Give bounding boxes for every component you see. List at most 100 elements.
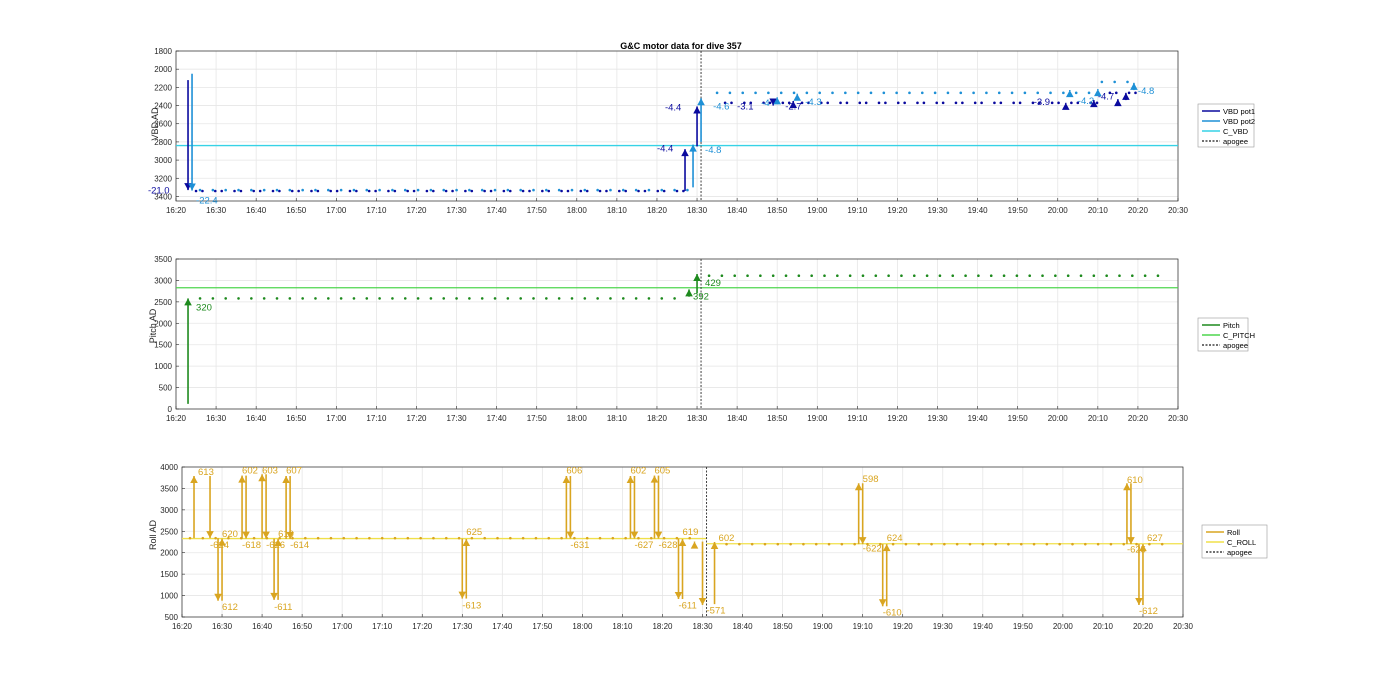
series-vbd-pot1-point <box>233 189 236 193</box>
series-vbd-pot1-point <box>310 189 313 193</box>
move-arrow-head <box>854 483 863 491</box>
move-label: 625 <box>466 527 482 538</box>
series-vbd-pot2-point <box>570 188 574 192</box>
move-label: -610 <box>883 607 902 618</box>
series-roll-point <box>994 542 997 546</box>
series-roll-point <box>943 542 946 546</box>
pitch-y-axis-label: Pitch AD <box>148 308 158 343</box>
series-pitch-point <box>733 274 737 278</box>
x-tick-label: 17:50 <box>532 622 553 631</box>
series-vbd-pot2-point <box>506 188 510 192</box>
series-vbd-pot2-point <box>519 188 522 192</box>
move-label: 598 <box>863 474 879 485</box>
series-roll-point <box>1019 542 1023 546</box>
y-tick-label: 3000 <box>160 506 178 515</box>
move-arrow-head <box>458 591 467 599</box>
series-vbd-pot2-point <box>754 91 757 95</box>
x-tick-label: 19:40 <box>968 414 989 423</box>
series-pitch-point <box>442 297 446 300</box>
series-vbd-pot1-point <box>1018 101 1022 105</box>
move-arrow-head <box>1139 544 1147 552</box>
series-roll-point <box>955 542 959 546</box>
series-roll-point <box>201 536 205 540</box>
series-roll-point <box>316 536 320 540</box>
series-vbd-pot1-point <box>483 189 486 193</box>
move-arrow-head <box>1123 483 1131 491</box>
move-arrow-head <box>1094 89 1102 97</box>
series-vbd-pot1-point <box>916 101 919 105</box>
series-roll-point <box>342 536 346 540</box>
series-pitch-point <box>314 297 317 300</box>
x-tick-label: 20:20 <box>1133 622 1154 631</box>
series-vbd-pot1-point <box>464 189 467 193</box>
series-vbd-pot1-point <box>682 189 685 193</box>
x-tick-label: 18:20 <box>647 414 668 423</box>
series-roll-point <box>853 542 856 546</box>
move-label: 613 <box>198 467 214 478</box>
series-pitch-point <box>288 297 292 300</box>
series-vbd-pot1-point <box>521 189 525 193</box>
series-vbd-pot2-point <box>1126 80 1129 84</box>
series-vbd-pot1-point <box>367 189 371 193</box>
move-arrow-head <box>689 144 697 152</box>
series-pitch-point <box>532 297 535 300</box>
x-tick-label: 20:10 <box>1088 414 1109 423</box>
move-arrow-head <box>1130 82 1138 90</box>
x-tick-label: 17:50 <box>527 206 548 215</box>
series-vbd-pot2-point <box>391 188 394 192</box>
series-vbd-pot1-point <box>1057 101 1060 105</box>
y-tick-label: 2000 <box>160 549 178 558</box>
move-arrow-head <box>184 298 192 306</box>
series-vbd-pot1-point <box>675 189 679 193</box>
chart-title: G&C motor data for dive 357 <box>620 41 742 51</box>
series-pitch-point <box>771 274 775 278</box>
x-tick-label: 20:10 <box>1088 206 1109 215</box>
series-pitch-point <box>545 297 548 300</box>
series-vbd-pot2-point <box>818 91 821 95</box>
series-roll-point <box>1109 542 1113 546</box>
move-label: -611 <box>274 602 292 613</box>
move-arrow-head <box>630 531 639 539</box>
series-vbd-pot1-point <box>387 189 390 193</box>
x-tick-label: 20:00 <box>1053 622 1074 631</box>
series-vbd-pot2-point <box>946 91 950 95</box>
x-tick-label: 18:40 <box>727 206 748 215</box>
x-tick-label: 17:20 <box>412 622 433 631</box>
series-pitch-point <box>621 297 625 300</box>
series-vbd-pot1-point <box>374 189 377 193</box>
move-arrow-head <box>789 101 798 108</box>
series-pitch-point <box>211 297 215 300</box>
x-tick-label: 19:40 <box>968 206 989 215</box>
series-vbd-pot1-point <box>1070 101 1073 105</box>
panel-1: 16:20 16:30 16:40 16:50 17:00 17:10 17:20 17:30… <box>148 47 1255 215</box>
series-pitch-point <box>301 297 304 300</box>
series-pitch-point <box>365 297 369 300</box>
series-pitch-point <box>327 297 330 300</box>
series-pitch-point <box>352 297 356 300</box>
series-vbd-pot2-point <box>416 188 420 192</box>
series-vbd-pot1-point <box>297 189 300 193</box>
x-tick-label: 16:20 <box>166 206 187 215</box>
move-label: 619 <box>683 527 699 538</box>
x-tick-label: 17:10 <box>366 414 387 423</box>
series-vbd-pot1-point <box>412 189 416 193</box>
series-vbd-pot1-point <box>1095 101 1099 105</box>
x-tick-label: 20:10 <box>1093 622 1114 631</box>
series-vbd-pot2-point <box>1074 91 1078 95</box>
series-vbd-pot2-point <box>352 188 356 192</box>
series-pitch-point <box>596 297 599 300</box>
series-pitch-point <box>480 297 484 300</box>
series-pitch-point <box>746 274 749 278</box>
move-arrow-head <box>698 598 707 605</box>
y-tick-label: 1500 <box>160 570 178 579</box>
series-vbd-pot2-point <box>250 188 253 192</box>
move-arrow-head <box>1061 102 1070 110</box>
move-arrow-head <box>206 531 214 539</box>
series-roll-point <box>981 542 985 546</box>
series-vbd-pot1-point <box>194 189 198 193</box>
series-vbd-pot1-point <box>508 189 512 193</box>
series-vbd-pot1-point <box>213 189 217 193</box>
series-pitch-point <box>836 274 839 278</box>
series-roll-point <box>1032 542 1036 546</box>
